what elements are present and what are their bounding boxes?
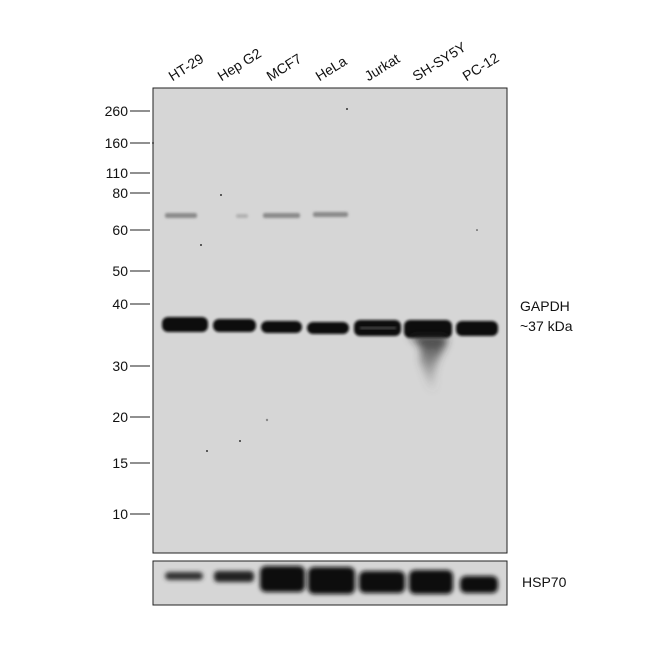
specks <box>152 108 478 452</box>
hsp70-band-jurkat <box>359 571 405 593</box>
gapdh-smear-shsy5y <box>408 336 448 392</box>
gapdh-band-hepg2 <box>213 319 256 332</box>
hsp70-band-mcf7 <box>260 566 305 592</box>
gapdh-label: GAPDH ~37 kDa <box>520 296 573 336</box>
hsp70-band-ht29 <box>165 572 203 580</box>
marker-110: 110 <box>105 165 128 181</box>
faint-bands-65kda <box>165 212 348 218</box>
gapdh-band-hela <box>307 322 349 334</box>
hsp70-band-pc12 <box>460 576 498 593</box>
gapdh-band-mcf7 <box>261 321 302 333</box>
gapdh-band-pc12 <box>456 321 498 336</box>
hsp70-band-shsy5y <box>409 570 453 594</box>
gapdh-protein-name: GAPDH <box>520 298 570 314</box>
marker-80: 80 <box>112 185 128 201</box>
marker-60: 60 <box>112 222 128 238</box>
marker-15: 15 <box>112 455 128 471</box>
marker-40: 40 <box>112 296 128 312</box>
marker-260: 260 <box>104 103 128 119</box>
marker-10: 10 <box>112 506 128 522</box>
hsp70-band-hela <box>308 567 355 594</box>
marker-ticks <box>130 110 150 515</box>
gapdh-band-shsy5y <box>404 320 452 338</box>
hsp70-bands <box>165 566 498 594</box>
gapdh-size: ~37 kDa <box>520 318 573 334</box>
hsp70-band-hepg2 <box>214 571 254 582</box>
marker-50: 50 <box>112 263 128 279</box>
marker-20: 20 <box>112 409 128 425</box>
hsp70-label: HSP70 <box>522 574 567 590</box>
marker-160: 160 <box>104 135 128 151</box>
marker-30: 30 <box>112 358 128 374</box>
gapdh-band-ht29 <box>162 317 208 332</box>
